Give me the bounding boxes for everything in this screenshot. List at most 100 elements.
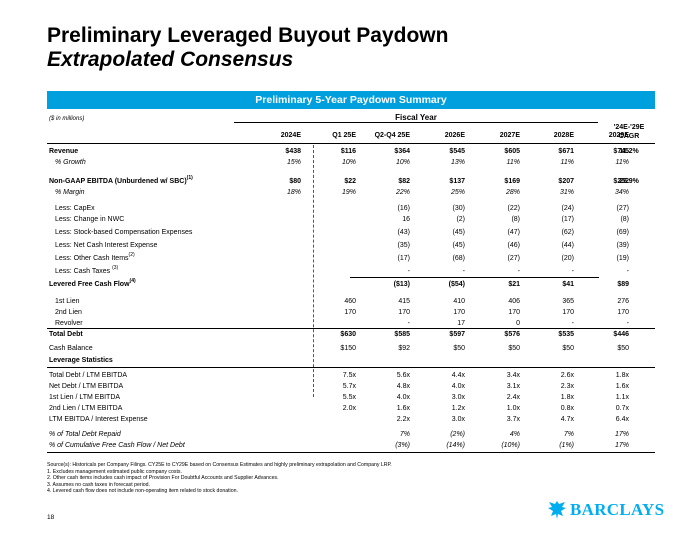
cell-value: 17% — [614, 442, 629, 449]
cell-value: 410 — [453, 298, 465, 305]
cell-value: 2.2x — [396, 416, 410, 423]
cell-value: 1.8x — [560, 394, 574, 401]
cell-value: 17% — [614, 431, 629, 438]
cell-value: $22 — [344, 178, 356, 185]
cell-value: 406 — [508, 298, 520, 305]
cagr-header-period: '24E-'29E — [613, 124, 645, 131]
cell-value: (46) — [507, 242, 520, 249]
page-title: Preliminary Leveraged Buyout Paydown — [47, 24, 449, 47]
table-banner: Preliminary 5-Year Paydown Summary — [47, 91, 655, 109]
cell-value: 15% — [286, 159, 301, 166]
cell-value: 11% — [615, 159, 630, 166]
cell-value: 1.2x — [451, 405, 465, 412]
cell-value: $50 — [508, 345, 520, 352]
row-label: Less: Stock-based Compensation Expenses — [55, 229, 193, 236]
cell-value: 5.5x — [342, 394, 356, 401]
cell-value: (44) — [561, 242, 574, 249]
col-header-2028e: 2028E — [553, 132, 574, 139]
cell-value: 2.0x — [342, 405, 356, 412]
row-levered-fcf: Levered Free Cash Flow(4) ($13) ($54) $21 $… — [47, 279, 655, 290]
row-label: Net Debt / LTM EBITDA — [49, 383, 124, 390]
cell-value: (8) — [620, 216, 629, 223]
cell-value: (2%) — [450, 431, 465, 438]
cell-value: 365 — [562, 298, 574, 305]
row-ebitda-interest: LTM EBITDA / Interest Expense 2.2x 3.0x 3.… — [47, 414, 655, 425]
cell-value: - — [571, 268, 574, 275]
row-label: Revenue — [49, 148, 79, 155]
cell-value: 17 — [457, 320, 465, 327]
cell-value: $207 — [558, 178, 574, 185]
col-header-2024e: 2024E — [280, 132, 301, 139]
footnote-ref: (2) — [128, 252, 135, 258]
row-cash-balance: Cash Balance $150 $92 $50 $50 $50 $50 — [47, 343, 655, 354]
row-total-debt-ebitda: Total Debt / LTM EBITDA 7.5x 5.6x 4.4x 3.4x… — [47, 370, 655, 381]
row-label: Levered Free Cash Flow(4) — [49, 279, 136, 290]
total-debt-rule — [47, 328, 655, 329]
cell-value: (24) — [561, 205, 574, 212]
row-net-debt-ebitda: Net Debt / LTM EBITDA 5.7x 4.8x 4.0x 3.1x 2.… — [47, 381, 655, 392]
cell-value: 19% — [341, 189, 356, 196]
cell-value: $576 — [504, 331, 520, 338]
row-cash-taxes: Less: Cash Taxes (3) - - - - - — [47, 266, 655, 277]
cell-value: 2.6x — [560, 372, 574, 379]
footnote-ref: (3) — [112, 265, 119, 271]
cell-value: (27) — [507, 255, 520, 262]
row-revolver: Revolver - 17 0 - - — [47, 318, 655, 329]
cell-value: $82 — [398, 178, 410, 185]
cell-value: (2) — [456, 216, 465, 223]
cell-value: $41 — [562, 281, 574, 288]
row-label: Non-GAAP EBITDA (Unburdened w/ SBC)(1) — [49, 176, 193, 187]
cell-value: (22) — [507, 205, 520, 212]
cell-value: 3.0x — [451, 394, 465, 401]
row-label: % Margin — [55, 189, 85, 196]
cagr-value: 11.2% — [619, 148, 639, 155]
cell-value: 170 — [562, 309, 574, 316]
cell-value: 4.0x — [396, 394, 410, 401]
cell-value: (47) — [507, 229, 520, 236]
cell-value: (3%) — [395, 442, 410, 449]
cell-value: $80 — [289, 178, 301, 185]
cell-value: 10% — [395, 159, 410, 166]
cell-value: $671 — [558, 148, 574, 155]
cell-value: 415 — [398, 298, 410, 305]
row-label: 2nd Lien / LTM EBITDA — [49, 405, 123, 412]
footnote-4: 4. Levered cash flow does not include no… — [47, 488, 238, 494]
cell-value: $364 — [394, 148, 410, 155]
cell-value: $585 — [394, 331, 410, 338]
row-label: LTM EBITDA / Interest Expense — [49, 416, 148, 423]
cell-value: (27) — [616, 205, 629, 212]
cell-value: - — [517, 268, 520, 275]
footnote-2: 2. Other cash items includes cash impact… — [47, 475, 279, 481]
cell-value: (35) — [397, 242, 410, 249]
cell-value: $597 — [449, 331, 465, 338]
cell-value: - — [571, 320, 574, 327]
cell-value: $535 — [558, 331, 574, 338]
row-label-text: Less: Other Cash Items — [55, 255, 129, 262]
cell-value: $137 — [449, 178, 465, 185]
cell-value: 1.6x — [396, 405, 410, 412]
cell-value: (30) — [452, 205, 465, 212]
cell-value: 4.0x — [451, 383, 465, 390]
footnote-source: Source(s): Historicals per Company Filin… — [47, 462, 392, 468]
cell-value: 7.5x — [342, 372, 356, 379]
cell-value: 31% — [559, 189, 574, 196]
cell-value: 1.1x — [615, 394, 629, 401]
cell-value: (20) — [561, 255, 574, 262]
cell-value: $116 — [340, 148, 356, 155]
cell-value: $50 — [453, 345, 465, 352]
cell-value: $50 — [562, 345, 574, 352]
row-label: % Growth — [55, 159, 86, 166]
units-note: ($ in millions) — [49, 116, 85, 122]
table-bottom-rule — [47, 452, 655, 453]
cell-value: (16) — [397, 205, 410, 212]
cell-value: 1.6x — [615, 383, 629, 390]
cell-value: 4.8x — [396, 383, 410, 390]
row-label: Less: Change in NWC — [55, 216, 125, 223]
col-header-2027e: 2027E — [499, 132, 520, 139]
cell-value: (10%) — [501, 442, 520, 449]
cell-value: (39) — [616, 242, 629, 249]
cell-value: 3.0x — [451, 416, 465, 423]
row-ebitda: Non-GAAP EBITDA (Unburdened w/ SBC)(1) $… — [47, 176, 655, 187]
cagr-value: 25.9% — [619, 178, 639, 185]
row-2nd-lien: 2nd Lien 170 170 170 170 170 170 — [47, 307, 655, 318]
